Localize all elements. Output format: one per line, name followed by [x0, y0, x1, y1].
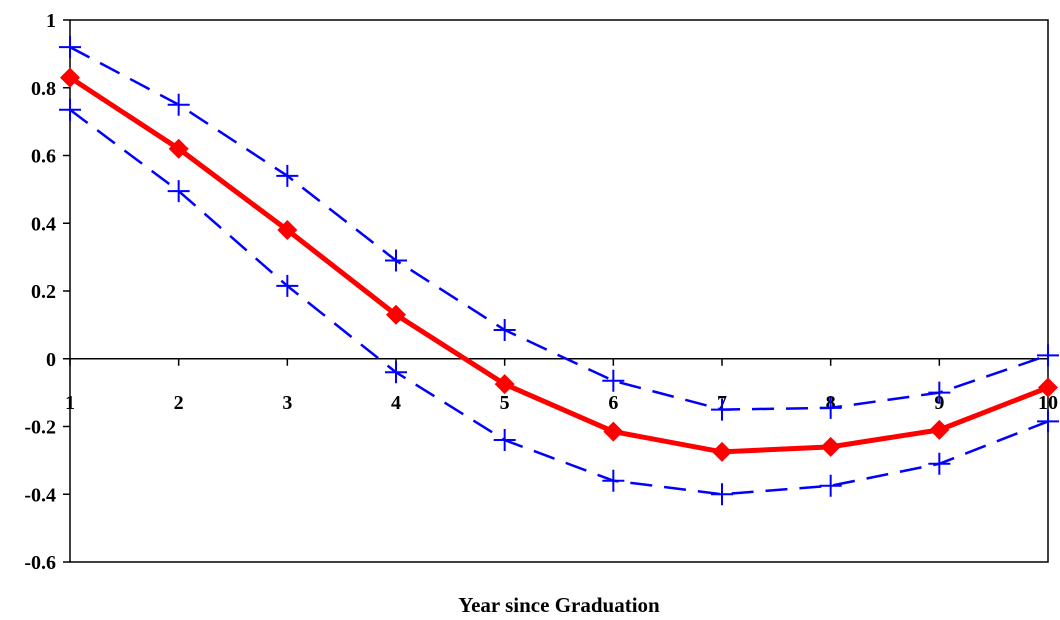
data-point-diamond: [386, 304, 406, 325]
y-tick-label: -0.6: [24, 552, 56, 574]
data-point-diamond: [60, 67, 80, 88]
data-point-diamond: [712, 441, 732, 462]
x-tick-label: 3: [282, 392, 292, 414]
y-tick-label: 0.6: [31, 146, 56, 168]
data-point-plus: [711, 398, 733, 421]
series-layer: [59, 36, 1059, 506]
data-point-diamond: [494, 374, 515, 395]
series-line-estimate: [68, 75, 1049, 455]
data-point-plus: [928, 452, 951, 475]
data-point-plus: [493, 429, 516, 452]
data-point-diamond: [929, 419, 950, 440]
y-tick-label: 0.4: [31, 213, 56, 235]
data-point-diamond: [277, 220, 298, 241]
data-point-plus: [819, 396, 842, 419]
data-point-plus: [602, 469, 625, 492]
data-point-plus: [711, 483, 733, 506]
x-axis-title: Year since Graduation: [458, 593, 660, 617]
data-point-plus: [928, 381, 951, 404]
series-estimate: [60, 67, 1058, 462]
data-point-plus: [385, 249, 407, 272]
data-point-plus: [59, 98, 81, 121]
y-tick-label: -0.4: [24, 484, 56, 506]
x-tick-label: 2: [174, 392, 184, 414]
series-line-lower-bound: [69, 108, 1049, 496]
x-tick-label: 5: [500, 392, 510, 414]
data-point-plus: [493, 318, 516, 341]
x-tick-label: 10: [1038, 392, 1058, 414]
series-upper-bound: [59, 36, 1059, 421]
data-point-diamond: [1038, 377, 1058, 398]
data-point-plus: [167, 180, 190, 203]
y-tick-label: 1: [46, 10, 56, 32]
data-point-plus: [1037, 344, 1059, 367]
data-point-plus: [1037, 410, 1059, 433]
data-point-plus: [385, 361, 407, 384]
x-tick-label: 6: [608, 392, 618, 414]
data-point-diamond: [168, 138, 189, 159]
data-point-plus: [602, 369, 625, 392]
y-axis: -0.6 -0.4 -0.2 0 0.2 0.4 0.6 0.8 1: [24, 10, 70, 574]
data-point-plus: [276, 274, 299, 297]
y-tick-label: -0.2: [24, 417, 56, 439]
y-tick-label: 0.2: [31, 281, 56, 303]
x-tick-label: 4: [391, 392, 401, 414]
data-point-diamond: [603, 421, 624, 442]
data-point-diamond: [820, 436, 841, 457]
plot-frame: [69, 19, 1049, 563]
y-tick-label: 0: [46, 349, 56, 371]
x-tick-label: 1: [65, 392, 75, 414]
series-lower-bound: [59, 98, 1059, 506]
data-point-plus: [276, 164, 299, 187]
zero-axis: [69, 358, 1049, 366]
data-point-plus: [167, 93, 190, 116]
data-point-plus: [819, 474, 842, 497]
data-point-plus: [59, 36, 81, 59]
series-line-upper-bound: [69, 45, 1049, 411]
y-tick-label: 0.8: [31, 78, 56, 100]
